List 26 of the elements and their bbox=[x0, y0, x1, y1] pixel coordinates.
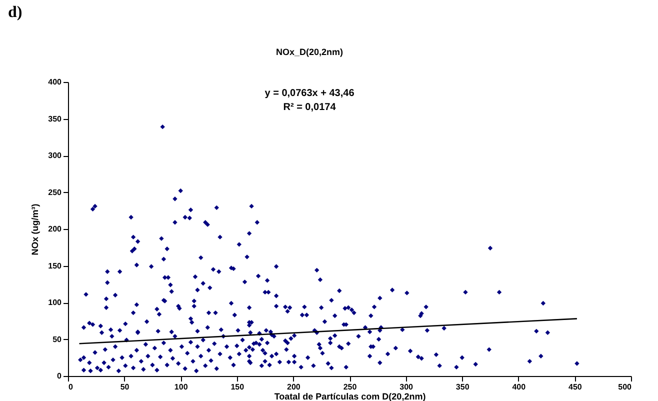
chart-title: NOx_D(20,2nm) bbox=[276, 47, 344, 57]
y-tick-label: 100 bbox=[48, 298, 62, 307]
y-tick-label: 200 bbox=[48, 224, 62, 234]
annotation: y = 0,0763x + 43,46 bbox=[264, 88, 355, 99]
y-tick-label: 0 bbox=[57, 372, 62, 380]
y-tick-label: 300 bbox=[48, 151, 62, 160]
x-tick-label: 200 bbox=[287, 382, 301, 392]
annotation: R² = 0,0174 bbox=[283, 102, 336, 113]
x-axis-title: Toatal de Partículas com D(20,2nm) bbox=[274, 392, 426, 401]
y-tick-label: 350 bbox=[48, 114, 62, 124]
x-tick-label: 100 bbox=[174, 382, 188, 392]
x-tick-label: 350 bbox=[456, 382, 470, 392]
x-tick-label: 50 bbox=[120, 382, 130, 392]
x-tick-label: 300 bbox=[400, 382, 414, 392]
x-tick-label: 0 bbox=[68, 382, 74, 392]
y-tick-label: 50 bbox=[52, 334, 62, 344]
y-tick-label: 150 bbox=[48, 261, 62, 270]
x-tick-label: 500 bbox=[618, 382, 632, 392]
x-tick-label: 400 bbox=[512, 382, 526, 392]
y-tick-label: 400 bbox=[48, 78, 62, 86]
y-tick-label: 250 bbox=[48, 188, 62, 197]
x-tick-label: 450 bbox=[568, 382, 582, 392]
x-tick-label: 250 bbox=[343, 382, 358, 392]
x-tick-label: 150 bbox=[230, 382, 245, 392]
y-axis-title: NOx (ug/m³) bbox=[30, 204, 40, 256]
text: d) bbox=[8, 4, 22, 21]
